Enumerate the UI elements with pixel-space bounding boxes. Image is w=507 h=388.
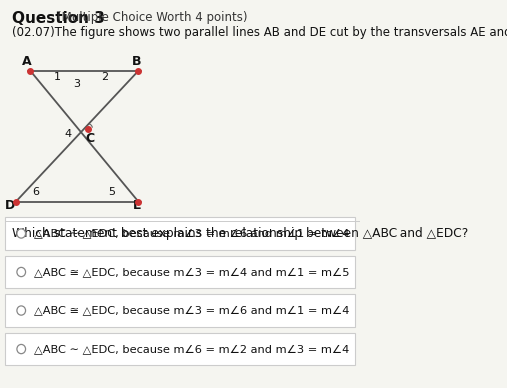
- FancyBboxPatch shape: [5, 256, 355, 288]
- FancyBboxPatch shape: [5, 333, 355, 365]
- Text: △ABC ≅ △EDC, because m∠3 = m∠4 and m∠1 = m∠5: △ABC ≅ △EDC, because m∠3 = m∠4 and m∠1 =…: [34, 267, 349, 277]
- Text: E: E: [132, 199, 141, 212]
- Text: (02.07)The figure shows two parallel lines AB and DE cut by the transversals AE : (02.07)The figure shows two parallel lin…: [12, 26, 507, 40]
- Circle shape: [17, 229, 25, 238]
- Text: (Multiple Choice Worth 4 points): (Multiple Choice Worth 4 points): [57, 11, 248, 24]
- Text: △ABC ≅ △EDC, because m∠3 = m∠6 and m∠1 = m∠4: △ABC ≅ △EDC, because m∠3 = m∠6 and m∠1 =…: [34, 305, 349, 315]
- Text: △ABC ∼ △EDC, because m∠3 = m∠6 and m∠1 = m∠4: △ABC ∼ △EDC, because m∠3 = m∠6 and m∠1 =…: [34, 229, 349, 239]
- Text: 5: 5: [108, 187, 115, 197]
- Text: 3: 3: [74, 79, 81, 89]
- Text: △ABC ∼ △EDC, because m∠6 = m∠2 and m∠3 = m∠4: △ABC ∼ △EDC, because m∠6 = m∠2 and m∠3 =…: [34, 344, 349, 354]
- Circle shape: [17, 267, 25, 277]
- Text: D: D: [5, 199, 16, 212]
- FancyBboxPatch shape: [5, 294, 355, 327]
- Text: 1: 1: [54, 71, 61, 81]
- Text: B: B: [132, 55, 141, 68]
- Text: Which statement best explains the relationship between △ABC and △EDC?: Which statement best explains the relati…: [12, 227, 468, 240]
- Text: A: A: [22, 55, 31, 68]
- Circle shape: [17, 345, 25, 354]
- Text: 4: 4: [64, 129, 71, 139]
- Text: 2: 2: [100, 71, 108, 81]
- FancyBboxPatch shape: [5, 217, 355, 250]
- Text: Question 3: Question 3: [12, 11, 105, 26]
- Circle shape: [17, 306, 25, 315]
- Text: 6: 6: [32, 187, 39, 197]
- Text: C: C: [85, 132, 94, 145]
